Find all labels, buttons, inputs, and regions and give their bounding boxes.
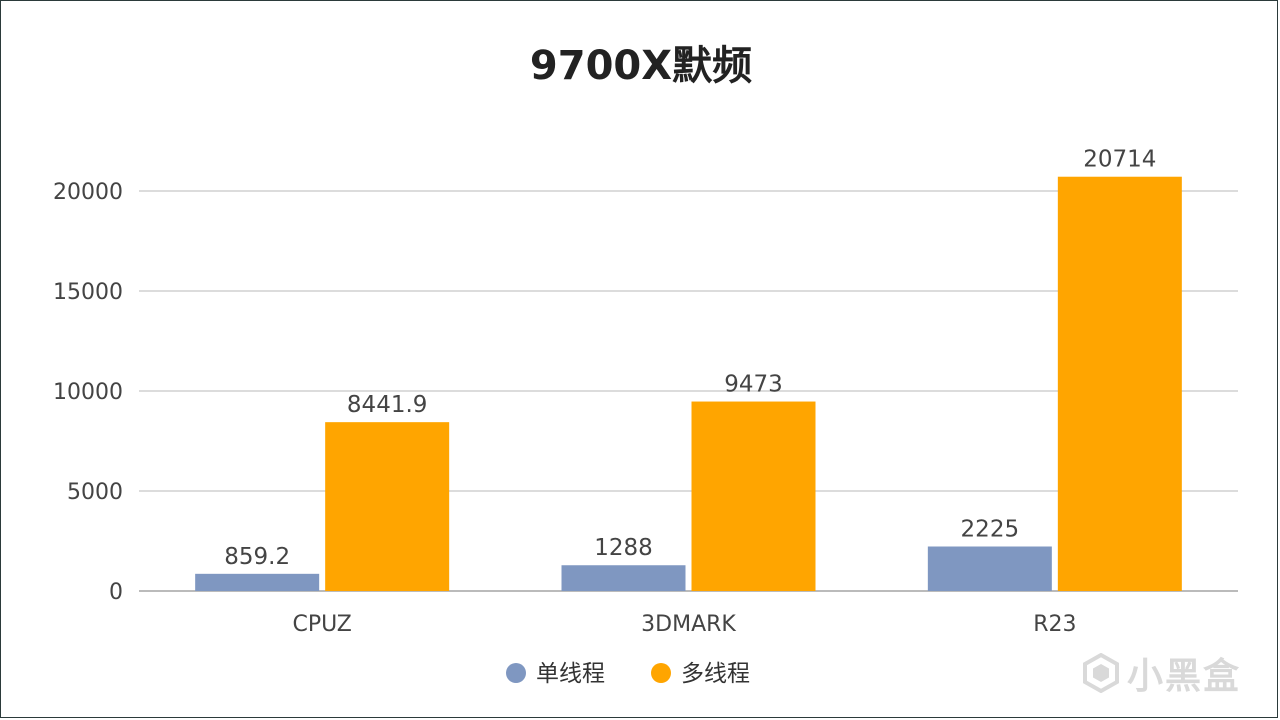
legend-label: 多线程 [681, 661, 750, 687]
y-tick-label: 0 [109, 580, 123, 605]
legend-item-single-thread[interactable]: 单线程 [506, 661, 605, 687]
bar-single-thread-3dmark[interactable] [561, 565, 686, 591]
bar-multi-thread-3dmark[interactable] [691, 401, 816, 591]
data-labels: 859.2 8441.9 1288 9473 2225 20714 [224, 147, 1156, 570]
data-label: 8441.9 [347, 392, 427, 418]
legend-marker [506, 663, 526, 683]
watermark: 小黑盒 [1081, 647, 1241, 699]
data-label: 2225 [961, 517, 1020, 543]
legend-label: 单线程 [536, 661, 605, 687]
bar-multi-thread-cpuz[interactable] [325, 422, 450, 591]
y-tick-label: 15000 [53, 280, 123, 305]
bar-single-thread-r23[interactable] [927, 546, 1052, 592]
y-tick-label: 10000 [53, 380, 123, 405]
bar-multi-thread-r23[interactable] [1057, 176, 1182, 591]
bars [195, 176, 1182, 592]
grid-lines [139, 190, 1238, 592]
bar-single-thread-cpuz[interactable] [195, 573, 320, 591]
legend-item-multi-thread[interactable]: 多线程 [651, 661, 750, 687]
heybox-logo-icon [1082, 653, 1119, 693]
x-tick-label: CPUZ [292, 612, 351, 637]
x-tick-label: 3DMARK [641, 612, 736, 637]
y-axis-ticks: 0 5000 10000 15000 20000 [53, 180, 123, 605]
watermark-text: 小黑盒 [1126, 656, 1241, 697]
x-axis-ticks: CPUZ 3DMARK R23 [292, 612, 1076, 637]
x-tick-label: R23 [1033, 612, 1076, 637]
y-tick-label: 5000 [67, 480, 123, 505]
data-label: 9473 [724, 372, 783, 398]
chart-title: 9700X默频 [530, 43, 752, 89]
data-label: 20714 [1083, 147, 1156, 173]
legend-marker [651, 663, 671, 683]
y-tick-label: 20000 [53, 180, 123, 205]
data-label: 1288 [594, 535, 653, 561]
legend[interactable]: 单线程 多线程 [506, 661, 750, 687]
data-label: 859.2 [224, 544, 290, 570]
